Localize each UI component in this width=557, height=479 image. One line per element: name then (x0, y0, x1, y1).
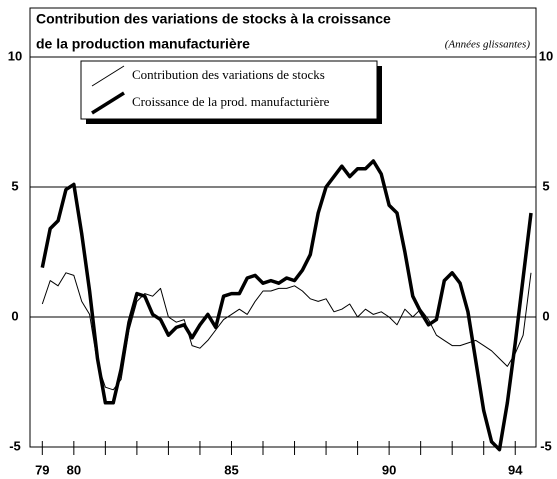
x-tick-label: 90 (382, 462, 396, 477)
legend-label: Croissance de la prod. manufacturière (132, 94, 330, 109)
x-tick-label: 85 (224, 462, 238, 477)
y2-tick-label: -5 (540, 438, 552, 453)
legend-box (80, 60, 378, 120)
x-tick-label: 94 (508, 462, 523, 477)
legend-label: Contribution des variations de stocks (132, 67, 325, 82)
legend-swatch (91, 65, 125, 87)
x-tick-label: 80 (67, 462, 81, 477)
subtitle: (Années glissantes) (445, 39, 531, 51)
y2-tick-label: 10 (539, 48, 553, 63)
y-tick-label: 0 (11, 308, 18, 323)
y-tick-label: 5 (11, 178, 18, 193)
legend-swatch (91, 91, 125, 115)
y-tick-label: -5 (9, 438, 21, 453)
y-tick-label: 10 (8, 48, 22, 63)
chart-title: Contribution des variations de stocks à … (36, 11, 391, 27)
series-line (41, 272, 532, 391)
y2-tick-label: 0 (542, 308, 549, 323)
x-tick-label: 79 (35, 462, 49, 477)
series-line (40, 159, 533, 452)
chart-title-line2: de la production manufacturière (36, 36, 250, 52)
y2-tick-label: 5 (542, 178, 549, 193)
